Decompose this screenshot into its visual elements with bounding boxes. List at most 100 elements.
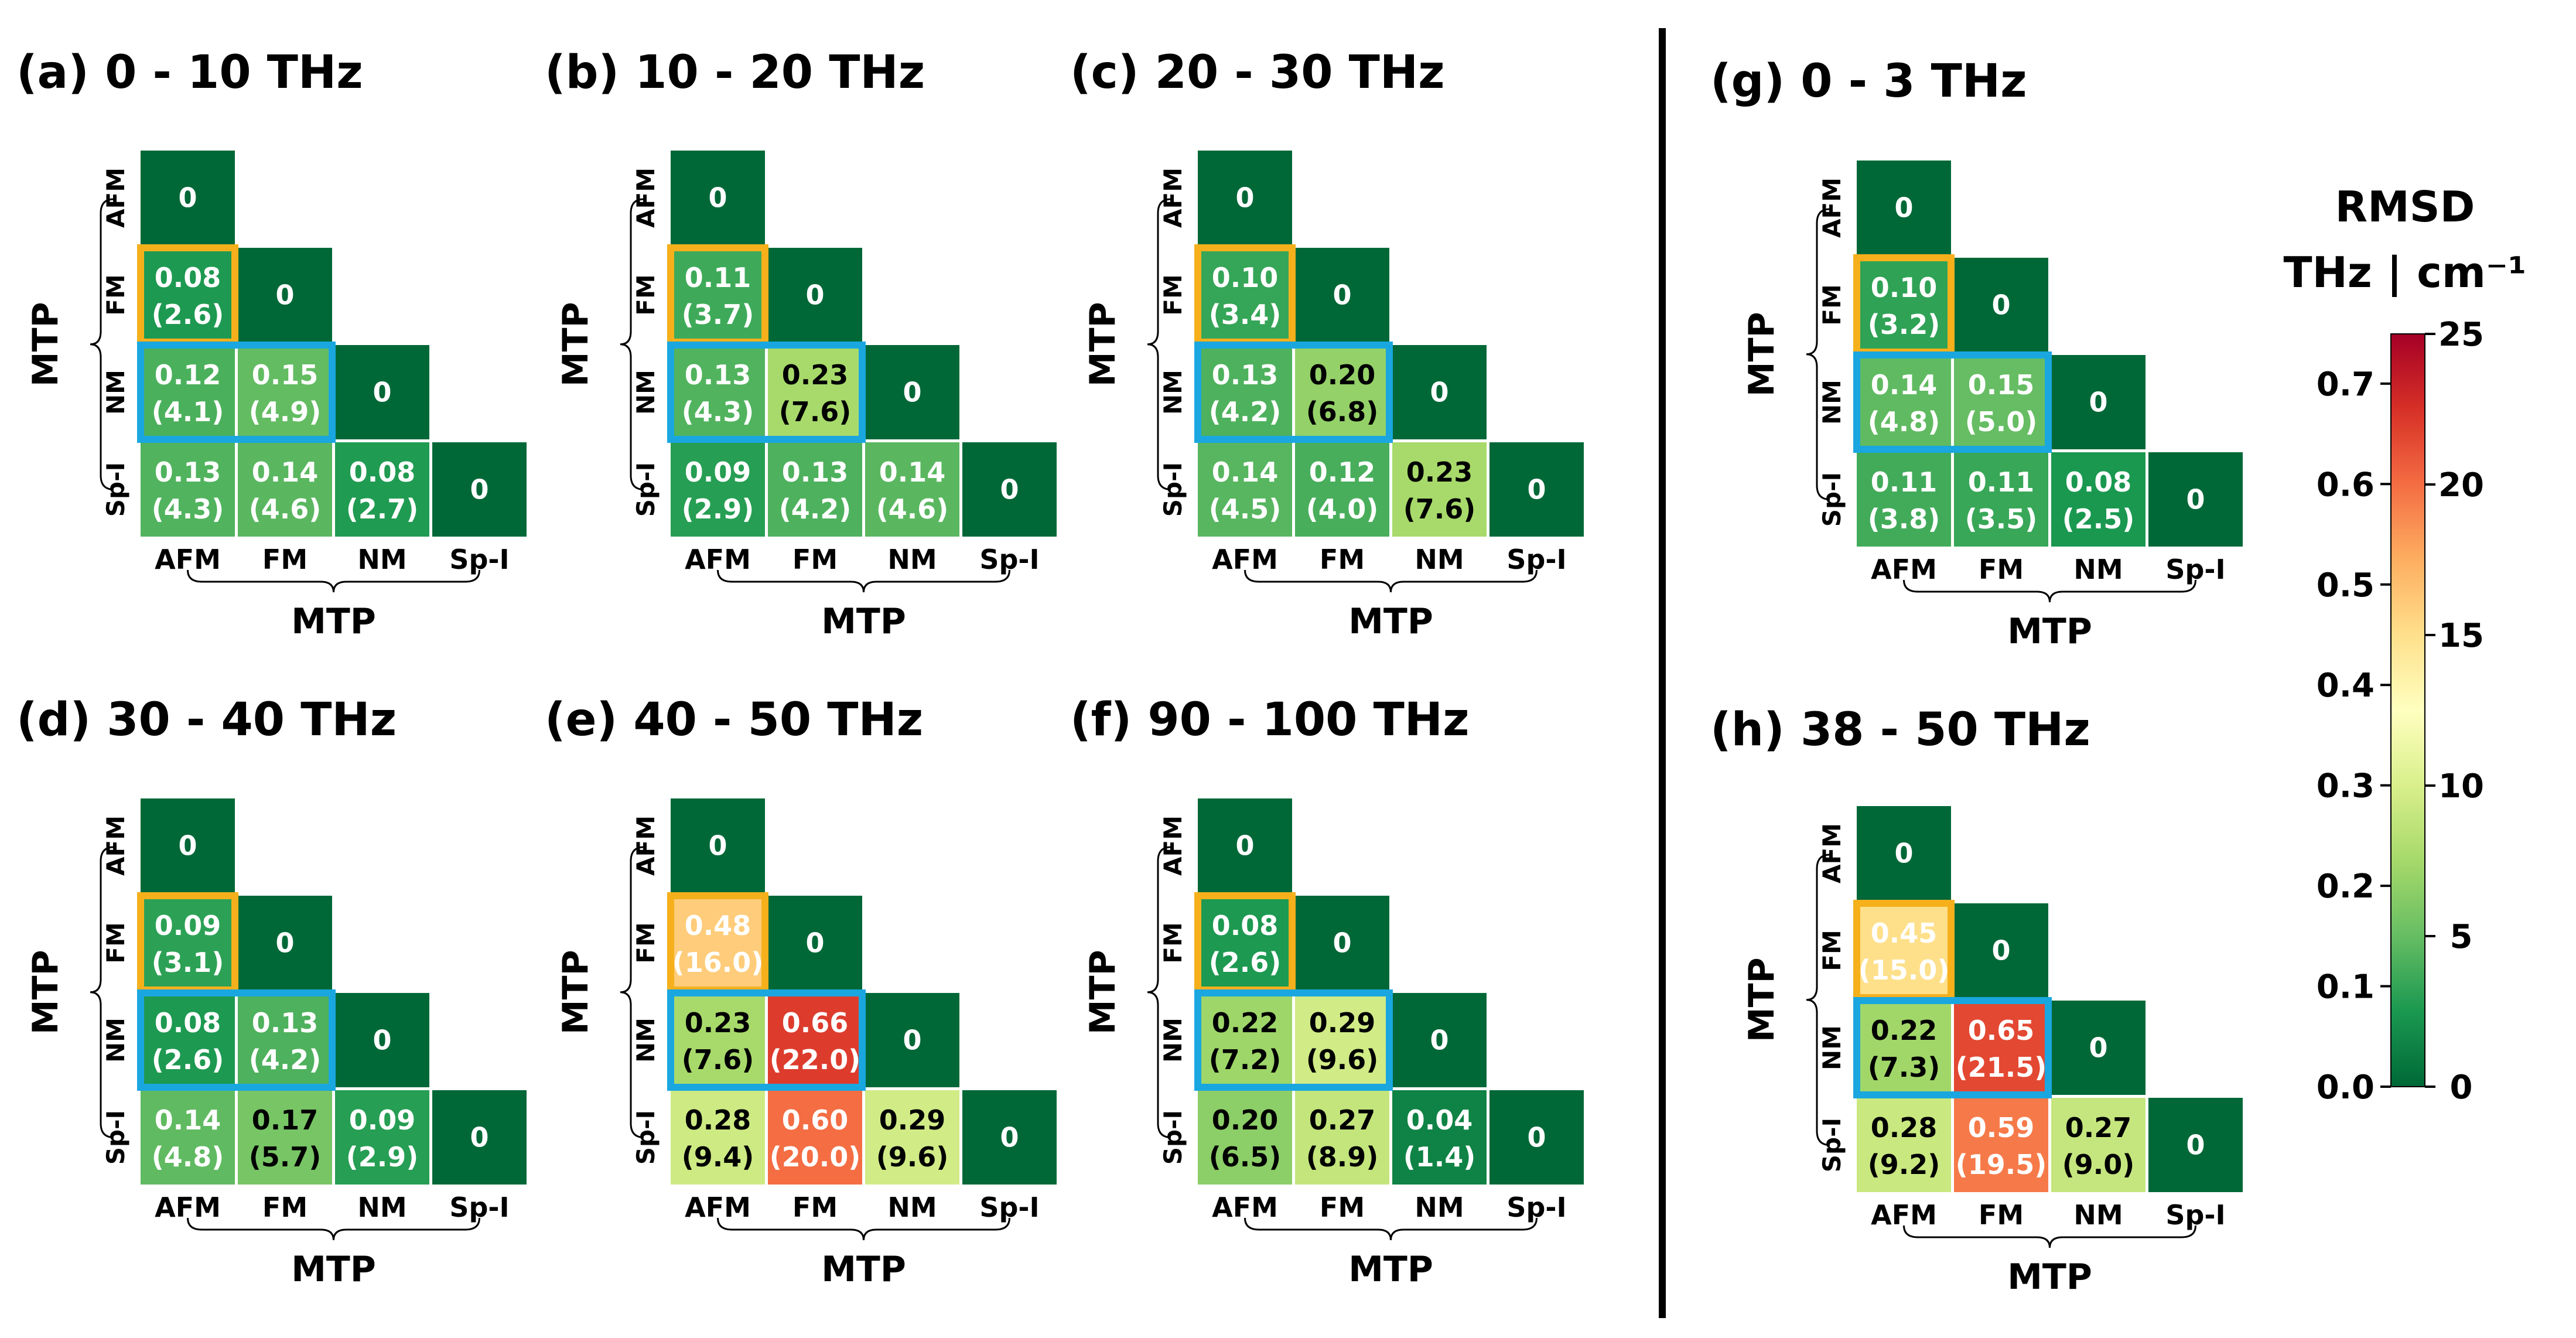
cell-value-cm: (4.2): [779, 493, 852, 525]
cell-value-cm: (4.6): [876, 493, 949, 525]
cell-value-cm: (6.5): [1209, 1141, 1282, 1173]
colorbar-tick-label-cm: 15: [2438, 617, 2484, 655]
cell-value-thz: 0.11: [685, 262, 751, 293]
heatmap-cell: [1857, 258, 1951, 352]
cell-value-thz: 0.23: [1406, 456, 1473, 488]
heatmap-cell: [238, 442, 332, 537]
y-axis-label: MTP: [25, 950, 66, 1035]
cell-value-thz: 0: [373, 377, 391, 408]
heatmap-cell: [238, 896, 332, 990]
cell-value-thz: 0: [1430, 377, 1448, 408]
cell-value-cm: (4.5): [1209, 493, 1282, 525]
heatmap-cell: [238, 345, 332, 439]
heatmap-panel: (h) 38 - 50 THz 0 0.45 (15.0) 0 0.22 (7.3) 0.65…: [1710, 704, 2243, 1298]
x-tick-label: NM: [1415, 544, 1464, 575]
y-tick-label: FM: [101, 922, 130, 964]
heatmap-panel: (d) 30 - 40 THz 0 0.09 (3.1) 0 0.08 (2.6) 0.13 (…: [16, 694, 527, 1290]
nm-highlight-box: [137, 989, 336, 1091]
heatmap-panel: (a) 0 - 10 THz 0 0.08 (2.6) 0 0.12 (4.1) 0.15 (4…: [16, 46, 527, 642]
heatmap-cell: [1857, 806, 1951, 900]
heatmap-cell: [865, 1090, 959, 1185]
colorbar-tick-label-thz: 0.3: [2317, 767, 2375, 805]
colorbar-title: RMSD: [2335, 182, 2475, 231]
heatmap-cell: [768, 993, 862, 1087]
y-tick-label: Sp-I: [631, 462, 660, 517]
colorbar-tick-label-thz: 0.1: [2317, 968, 2375, 1006]
heatmap-cell: [1954, 903, 2048, 998]
heatmap-cell: [2148, 452, 2243, 547]
heatmap-cell: [1954, 258, 2048, 352]
heatmap-cell: [962, 442, 1057, 537]
cell-value-thz: 0.20: [1309, 359, 1376, 391]
x-axis-label: MTP: [2007, 611, 2092, 652]
heatmap-cell: [1198, 345, 1292, 439]
cell-value-thz: 0.08: [155, 262, 221, 293]
cell-value-thz: 0: [1000, 1122, 1019, 1153]
x-tick-label: FM: [1979, 554, 2024, 585]
cell-value-thz: 0.29: [879, 1104, 946, 1136]
heatmap-cell: [671, 442, 765, 537]
cell-value-thz: 0: [1430, 1025, 1448, 1056]
panel-title: (b) 10 - 20 THz: [545, 46, 925, 99]
y-axis-bracket: [90, 198, 114, 490]
cell-value-thz: 0: [903, 377, 921, 408]
heatmap-cell: [865, 442, 959, 537]
y-tick-label: NM: [631, 370, 660, 415]
heatmap-cell: [768, 345, 862, 439]
heatmap-cell: [1198, 442, 1292, 537]
x-tick-label: FM: [262, 1192, 308, 1223]
y-tick-label: NM: [1817, 380, 1846, 425]
panel-title: (c) 20 - 30 THz: [1070, 46, 1445, 99]
y-tick-label: AFM: [101, 815, 130, 876]
colorbar-tick-label-thz: 0.5: [2317, 566, 2375, 605]
heatmap-cell: [1857, 903, 1951, 998]
heatmap-cell: [141, 993, 235, 1087]
heatmap-cell: [768, 896, 862, 990]
x-axis-label: MTP: [821, 1249, 906, 1290]
y-tick-label: FM: [1159, 274, 1187, 316]
cell-value-thz: 0.66: [782, 1007, 849, 1039]
cell-value-thz: 0.14: [155, 1104, 221, 1136]
x-axis-label: MTP: [2007, 1257, 2092, 1298]
cell-value-thz: 0.20: [1212, 1104, 1279, 1136]
heatmap-cell: [2051, 1098, 2145, 1192]
heatmap-cell: [238, 1090, 332, 1185]
cell-value-thz: 0.12: [155, 359, 221, 391]
heatmap-cell: [1198, 896, 1292, 990]
cell-value-thz: 0.14: [1871, 369, 1938, 401]
cell-value-thz: 0: [1894, 192, 1913, 224]
heatmap-cell: [1857, 1001, 1951, 1095]
heatmap-cell: [1198, 798, 1292, 893]
cell-value-cm: (4.2): [249, 1044, 322, 1076]
cell-value-cm: (1.4): [1403, 1141, 1476, 1173]
colorbar-tick-label-thz: 0.0: [2317, 1069, 2375, 1107]
heatmap-cell: [671, 248, 765, 342]
cell-value-thz: 0: [1235, 830, 1254, 862]
y-tick-label: Sp-I: [1159, 462, 1187, 517]
cell-value-cm: (4.3): [682, 396, 754, 428]
x-axis-bracket: [187, 569, 480, 593]
cell-value-cm: (2.9): [346, 1141, 419, 1173]
y-tick-label: AFM: [1817, 178, 1846, 238]
heatmap-cell: [335, 442, 429, 537]
colorbar-tick-label-thz: 0.6: [2317, 466, 2375, 504]
colorbar-gradient: [2390, 333, 2425, 1087]
cell-value-thz: 0.14: [1212, 456, 1279, 488]
y-tick-label: Sp-I: [631, 1110, 660, 1165]
x-tick-label: NM: [357, 1192, 406, 1223]
cell-value-cm: (3.4): [1209, 299, 1282, 330]
y-tick-label: Sp-I: [101, 1110, 130, 1165]
heatmap-cell: [671, 345, 765, 439]
heatmap-panels: (a) 0 - 10 THz 0 0.08 (2.6) 0 0.12 (4.1) 0.15 (4…: [16, 46, 2243, 1298]
cell-value-thz: 0.27: [1309, 1104, 1376, 1136]
heatmap-cell: [1295, 896, 1389, 990]
cell-value-thz: 0.48: [685, 910, 751, 941]
x-axis-bracket: [187, 1217, 480, 1241]
cell-value-thz: 0.09: [685, 456, 751, 488]
y-tick-label: FM: [631, 922, 660, 964]
heatmap-cell: [1392, 442, 1487, 537]
y-tick-label: AFM: [1159, 815, 1187, 876]
y-tick-label: AFM: [1817, 823, 1846, 883]
y-tick-label: FM: [1817, 284, 1846, 326]
cell-value-thz: 0.65: [1968, 1015, 2035, 1046]
